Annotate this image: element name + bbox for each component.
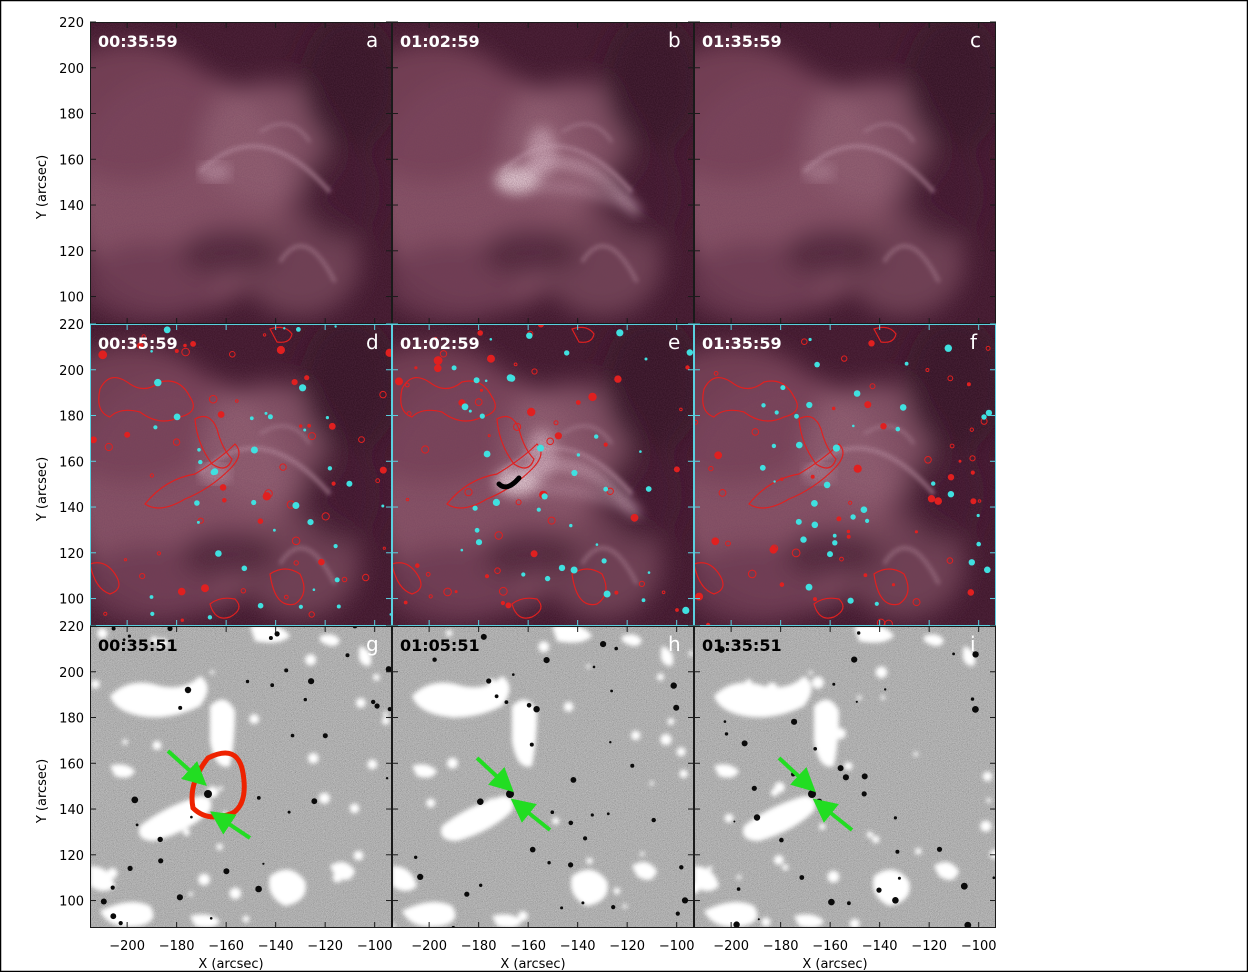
panel-i-letter: i xyxy=(970,632,976,656)
panel-h-frame xyxy=(392,626,694,928)
y-tick-label: 120 xyxy=(59,547,84,562)
y-tick-label: 160 xyxy=(59,757,84,772)
x-tick-label: −140 xyxy=(560,939,596,954)
y-tick-label: 180 xyxy=(59,108,84,123)
y-tick-label: 100 xyxy=(59,593,84,608)
x-axis-label: X (arcsec) xyxy=(802,957,867,972)
x-tick-label: −160 xyxy=(510,939,546,954)
y-tick-label: 220 xyxy=(59,318,84,333)
x-tick-label: −200 xyxy=(411,939,447,954)
y-tick-label: 100 xyxy=(59,291,84,306)
x-tick-label: −100 xyxy=(357,939,393,954)
panel-i: 01:35:51 i xyxy=(694,625,996,928)
panel-f: 01:35:59 f xyxy=(694,323,996,626)
y-axis-label: Y (arcsec) xyxy=(35,759,50,824)
panel-e-letter: e xyxy=(668,330,680,354)
y-tick-label: 200 xyxy=(59,666,84,681)
panel-b: 01:02:59 b xyxy=(392,21,694,324)
y-tick-label: 180 xyxy=(59,410,84,425)
x-axis-label: X (arcsec) xyxy=(500,957,565,972)
panel-d-image xyxy=(90,324,392,626)
panel-f-frame xyxy=(694,324,996,626)
panel-b-letter: b xyxy=(668,28,681,52)
panel-h-image xyxy=(392,626,694,928)
y-tick-label: 140 xyxy=(59,501,84,516)
panel-d-time: 00:35:59 xyxy=(98,334,178,353)
panel-h-letter: h xyxy=(668,632,681,656)
panel-e-time: 01:02:59 xyxy=(400,334,480,353)
x-tick-label: −120 xyxy=(609,939,645,954)
x-tick-label: −200 xyxy=(713,939,749,954)
y-axis-label: Y (arcsec) xyxy=(35,155,50,220)
x-tick-label: −160 xyxy=(208,939,244,954)
y-tick-label: 200 xyxy=(59,364,84,379)
panel-a-letter: a xyxy=(366,28,378,52)
panel-f-time: 01:35:59 xyxy=(702,334,782,353)
x-tick-label: −120 xyxy=(911,939,947,954)
panel-g: 00:35:51 g xyxy=(90,625,392,928)
y-tick-label: 100 xyxy=(59,895,84,910)
panel-b-frame xyxy=(392,22,694,324)
panel-e-image xyxy=(392,324,694,626)
panel-b-time: 01:02:59 xyxy=(400,32,480,51)
panel-c: 01:35:59 c xyxy=(694,21,996,324)
y-tick-label: 180 xyxy=(59,712,84,727)
panel-c-letter: c xyxy=(970,28,981,52)
panel-g-image xyxy=(90,626,392,928)
panel-i-frame xyxy=(694,626,996,928)
y-tick-label: 120 xyxy=(59,245,84,260)
panel-a: 00:35:59 a xyxy=(90,21,392,324)
y-tick-label: 140 xyxy=(59,803,84,818)
y-axis-label: Y (arcsec) xyxy=(35,457,50,522)
x-tick-label: −120 xyxy=(307,939,343,954)
panel-a-time: 00:35:59 xyxy=(98,32,178,51)
panel-f-letter: f xyxy=(970,330,978,354)
x-tick-label: −140 xyxy=(258,939,294,954)
panel-d-frame xyxy=(90,324,392,626)
panel-i-time: 01:35:51 xyxy=(702,636,782,655)
panel-g-letter: g xyxy=(366,632,379,656)
y-tick-label: 120 xyxy=(59,849,84,864)
panel-c-frame xyxy=(694,22,996,324)
panel-e-frame xyxy=(392,324,694,626)
x-tick-label: −100 xyxy=(961,939,997,954)
panel-g-frame xyxy=(90,626,392,928)
panel-b-image xyxy=(392,22,694,324)
panel-e: 01:02:59 e xyxy=(392,323,694,626)
x-axis-label: X (arcsec) xyxy=(198,957,263,972)
y-tick-label: 220 xyxy=(59,620,84,635)
x-tick-label: −140 xyxy=(862,939,898,954)
x-tick-label: −100 xyxy=(659,939,695,954)
panel-h-time: 01:05:51 xyxy=(400,636,480,655)
panel-f-image xyxy=(694,324,996,626)
x-tick-label: −180 xyxy=(763,939,799,954)
panel-a-frame xyxy=(90,22,392,324)
panel-c-image xyxy=(694,22,996,324)
y-tick-label: 220 xyxy=(59,16,84,31)
y-tick-label: 160 xyxy=(59,153,84,168)
y-tick-label: 160 xyxy=(59,455,84,470)
panel-c-time: 01:35:59 xyxy=(702,32,782,51)
panel-i-image xyxy=(694,626,996,928)
panel-h: 01:05:51 h xyxy=(392,625,694,928)
y-tick-label: 200 xyxy=(59,62,84,77)
x-tick-label: −200 xyxy=(109,939,145,954)
panel-g-time: 00:35:51 xyxy=(98,636,178,655)
x-tick-label: −180 xyxy=(159,939,195,954)
panel-a-image xyxy=(90,22,392,324)
panel-d-letter: d xyxy=(366,330,379,354)
x-tick-label: −160 xyxy=(812,939,848,954)
panel-d: 00:35:59 d xyxy=(90,323,392,626)
x-tick-label: −180 xyxy=(461,939,497,954)
y-tick-label: 140 xyxy=(59,199,84,214)
